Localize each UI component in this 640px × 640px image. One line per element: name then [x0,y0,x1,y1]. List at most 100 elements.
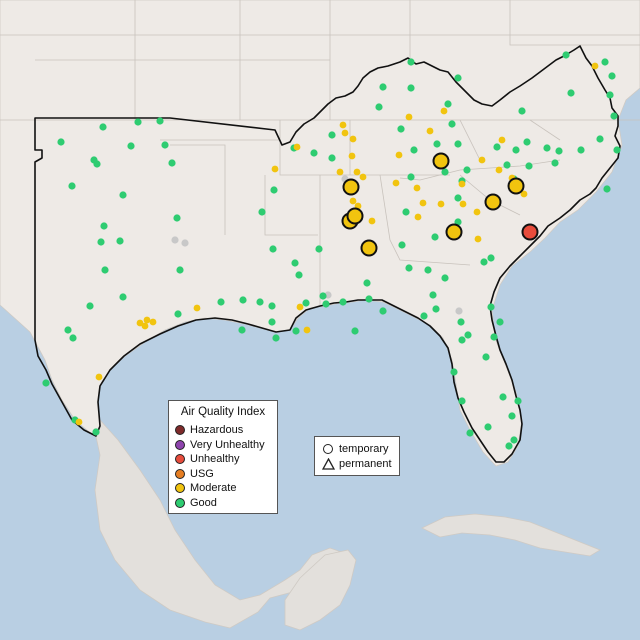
legend-row-temporary: temporary [321,442,393,457]
moderate-station-marker [591,62,599,70]
good-station-marker [450,368,458,376]
good-station-marker [291,259,299,267]
good-station-marker [173,214,181,222]
moderate-station-marker [95,373,103,381]
good-station-marker [482,353,490,361]
moderate-station-marker [395,151,403,159]
good-station-marker [487,303,495,311]
good-station-marker [127,142,135,150]
good-swatch-icon [175,497,185,508]
legend-row-hazardous: Hazardous [175,423,271,438]
good-station-marker [92,428,100,436]
moderate-station-marker [271,165,279,173]
good-station-marker [97,238,105,246]
good-station-marker [464,331,472,339]
moderate-station-marker [414,213,422,221]
good-station-marker [272,334,280,342]
good-station-marker [101,266,109,274]
moderate-station-marker [495,166,503,174]
legend-label: Moderate [190,482,237,495]
good-station-marker [268,318,276,326]
moderate-station-marker [136,319,144,327]
good-station-marker [268,302,276,310]
moderate-station-marker [293,143,301,151]
good-station-marker [379,307,387,315]
good-station-marker [134,118,142,126]
moderate-station-marker [348,152,356,160]
moderate-station-marker [419,199,427,207]
moderate-station-marker [368,217,376,225]
temporary-moderate-station-marker [445,223,463,241]
good-station-marker [480,258,488,266]
good-station-marker [398,241,406,249]
aqi-legend: Air Quality Index Hazardous Very Unhealt… [168,400,278,514]
moderate-station-marker [437,200,445,208]
moderate-station-marker [141,322,149,330]
good-station-marker [295,271,303,279]
temporary-moderate-station-marker [484,193,502,211]
good-station-marker [174,310,182,318]
good-station-marker [156,117,164,125]
good-station-marker [258,208,266,216]
legend-row-good: Good [175,496,271,511]
moderate-station-marker [353,168,361,176]
temporary-moderate-station-marker [360,239,378,257]
good-station-marker [508,412,516,420]
good-station-marker [365,295,373,303]
good-station-marker [69,334,77,342]
good-station-marker [161,141,169,149]
good-station-marker [292,327,300,335]
moderate-station-marker [296,303,304,311]
moderate-station-marker [303,326,311,334]
good-station-marker [57,138,65,146]
good-station-marker [432,305,440,313]
good-station-marker [407,84,415,92]
legend-row-very-unhealthy: Very Unhealthy [175,438,271,453]
good-station-marker [351,327,359,335]
good-station-marker [441,274,449,282]
good-station-marker [256,298,264,306]
good-station-marker [339,298,347,306]
good-station-marker [375,103,383,111]
good-station-marker [420,312,428,320]
good-station-marker [512,146,520,154]
moderate-station-marker [339,121,347,129]
moderate-aqi-stations [75,62,599,426]
good-station-marker [441,168,449,176]
temporary-moderate-station-marker [507,177,525,195]
moderate-station-marker [75,418,83,426]
good-station-marker [168,159,176,167]
good-station-marker [499,393,507,401]
good-station-marker [100,222,108,230]
good-station-marker [302,299,310,307]
good-station-marker [608,72,616,80]
good-station-marker [239,296,247,304]
moderate-station-marker [149,318,157,326]
yucatan-land [284,549,357,631]
usg-swatch-icon [175,468,185,479]
temporary-moderate-station-marker [346,207,364,225]
region-outline [34,45,621,463]
good-station-marker [503,161,511,169]
no-data-station-marker [181,239,189,247]
good-station-marker [454,140,462,148]
moderate-station-marker [193,304,201,312]
legend-label: Very Unhealthy [190,438,265,451]
temporary-unhealthy-station-marker [521,223,539,241]
legend-row-permanent: permanent [321,457,393,472]
good-station-marker [523,138,531,146]
good-station-marker [562,51,570,59]
good-station-marker [603,185,611,193]
good-station-marker [490,333,498,341]
moderate-station-marker [143,316,151,324]
monitor-type-legend: temporary permanent [314,436,400,476]
good-station-marker [328,154,336,162]
moderate-station-marker [473,208,481,216]
good-station-marker [68,182,76,190]
moderate-station-marker [359,173,367,181]
good-station-marker [93,160,101,168]
good-station-marker [410,146,418,154]
good-station-marker [463,166,471,174]
moderate-station-marker [474,235,482,243]
good-station-marker [402,208,410,216]
